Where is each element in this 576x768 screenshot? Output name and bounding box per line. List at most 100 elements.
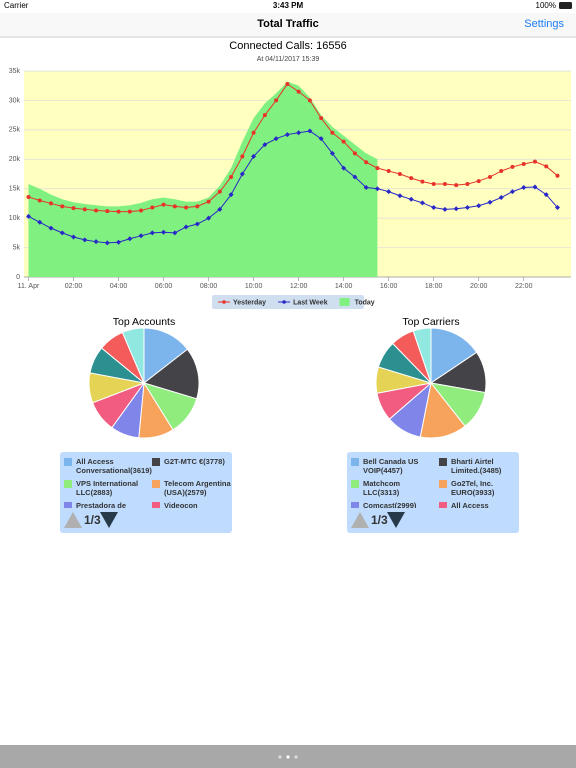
pager: 1/3 bbox=[64, 510, 144, 530]
marker bbox=[532, 184, 538, 190]
marker bbox=[307, 128, 313, 134]
x-tick-label: 02:00 bbox=[65, 283, 83, 290]
pie-slice bbox=[142, 348, 200, 400]
marker bbox=[116, 239, 122, 245]
x-tick-label: 10:00 bbox=[245, 283, 263, 290]
legend-item: Bharti Airtel Limited.(3485) bbox=[439, 457, 519, 475]
legend-label: Bell Canada US VOIP(4457) bbox=[363, 457, 419, 475]
marker bbox=[409, 176, 414, 181]
marker bbox=[454, 183, 459, 188]
legend-items: All Access Conversational(3619) G2T-MTC €… bbox=[60, 452, 232, 508]
legend-swatch bbox=[439, 502, 447, 508]
marker bbox=[195, 204, 200, 209]
marker bbox=[532, 159, 537, 164]
marker bbox=[206, 215, 212, 221]
marker bbox=[26, 213, 32, 219]
marker bbox=[318, 136, 324, 142]
marker bbox=[453, 206, 459, 212]
legend-label: Today bbox=[355, 299, 375, 306]
marker bbox=[543, 192, 549, 198]
legend-item: All Access Conversational(3619) bbox=[64, 457, 152, 475]
y-tick-label: 30k bbox=[9, 97, 21, 104]
marker bbox=[194, 221, 200, 227]
marker bbox=[442, 182, 447, 187]
x-tick-label: 22:00 bbox=[515, 283, 533, 290]
marker bbox=[341, 165, 347, 171]
page-dot bbox=[294, 755, 298, 759]
marker bbox=[555, 173, 560, 178]
legend-item: Go2Tel, Inc. EURO(3933) bbox=[439, 479, 519, 497]
marker bbox=[228, 192, 234, 198]
y-tick-label: 0 bbox=[16, 274, 20, 281]
marker bbox=[82, 237, 88, 243]
legend-swatch bbox=[152, 502, 160, 508]
legend-label: All Access bbox=[451, 501, 489, 508]
legend-marker bbox=[222, 300, 226, 304]
marker bbox=[296, 130, 302, 136]
marker bbox=[183, 224, 189, 230]
area bbox=[28, 81, 378, 277]
page-label: 1/3 bbox=[84, 513, 101, 527]
legend-label: Prestadora de bbox=[76, 501, 127, 508]
settings-button[interactable]: Settings bbox=[524, 18, 564, 30]
marker bbox=[442, 206, 448, 212]
marker bbox=[521, 185, 527, 191]
legend-label: G2T-MTC €(3778) bbox=[164, 457, 225, 466]
marker bbox=[127, 209, 132, 214]
marker bbox=[554, 205, 560, 211]
y-tick-label: 5k bbox=[13, 244, 21, 251]
legend-item: Bell Canada US VOIP(4457) bbox=[351, 457, 433, 475]
marker bbox=[397, 193, 403, 199]
page-up[interactable] bbox=[64, 512, 82, 528]
legend-label: Go2Tel, Inc. EURO(3933) bbox=[451, 479, 495, 497]
legend-label: VPS International LLC(2883) bbox=[76, 479, 139, 497]
x-tick-label: 04:00 bbox=[110, 283, 128, 290]
y-tick-label: 15k bbox=[9, 186, 21, 193]
marker bbox=[161, 229, 167, 235]
marker bbox=[116, 209, 121, 214]
legend-item: G2T-MTC €(3778) bbox=[152, 457, 232, 466]
marker bbox=[274, 98, 279, 103]
marker bbox=[48, 225, 54, 231]
marker bbox=[544, 164, 549, 169]
pager: 1/3 bbox=[351, 510, 431, 530]
legend-item: Videocon bbox=[152, 501, 232, 508]
marker bbox=[71, 206, 76, 211]
marker bbox=[319, 116, 324, 121]
nav-bar bbox=[0, 13, 576, 37]
marker bbox=[139, 208, 144, 213]
marker bbox=[161, 202, 166, 207]
legend-item: Telecom Argentina (USA)(2579) bbox=[152, 479, 232, 497]
marker bbox=[206, 199, 211, 204]
legend-label: Videocon bbox=[164, 501, 198, 508]
legend-label: Matchcom LLC(3313) bbox=[363, 479, 401, 497]
marker bbox=[363, 185, 369, 191]
page-down[interactable] bbox=[387, 512, 405, 528]
legend-item: Comcast(2999) bbox=[351, 501, 433, 508]
clock: 3:43 PM bbox=[273, 1, 304, 10]
marker bbox=[431, 182, 436, 187]
pie-slice bbox=[143, 327, 189, 385]
legend-swatch bbox=[339, 298, 350, 306]
marker bbox=[37, 198, 42, 203]
marker bbox=[217, 189, 222, 194]
battery-level: 100% bbox=[536, 1, 556, 10]
pie-slice bbox=[121, 327, 145, 384]
marker bbox=[273, 136, 279, 142]
marker bbox=[251, 153, 257, 159]
pie-title: Top Carriers bbox=[402, 316, 459, 328]
pie-slice bbox=[412, 327, 432, 384]
marker bbox=[94, 208, 99, 213]
legend-swatch bbox=[152, 480, 160, 488]
marker bbox=[82, 207, 87, 212]
marker bbox=[476, 203, 482, 209]
chart-subtitle: At 04/11/2017 15:39 bbox=[257, 56, 320, 63]
pie-legend: Bell Canada US VOIP(4457) Bharti Airtel L… bbox=[347, 452, 519, 533]
marker bbox=[509, 189, 515, 195]
page-up[interactable] bbox=[351, 512, 369, 528]
carrier: Carrier bbox=[4, 1, 29, 10]
page-down[interactable] bbox=[100, 512, 118, 528]
y-tick-label: 35k bbox=[9, 68, 21, 75]
legend-swatch bbox=[64, 502, 72, 508]
